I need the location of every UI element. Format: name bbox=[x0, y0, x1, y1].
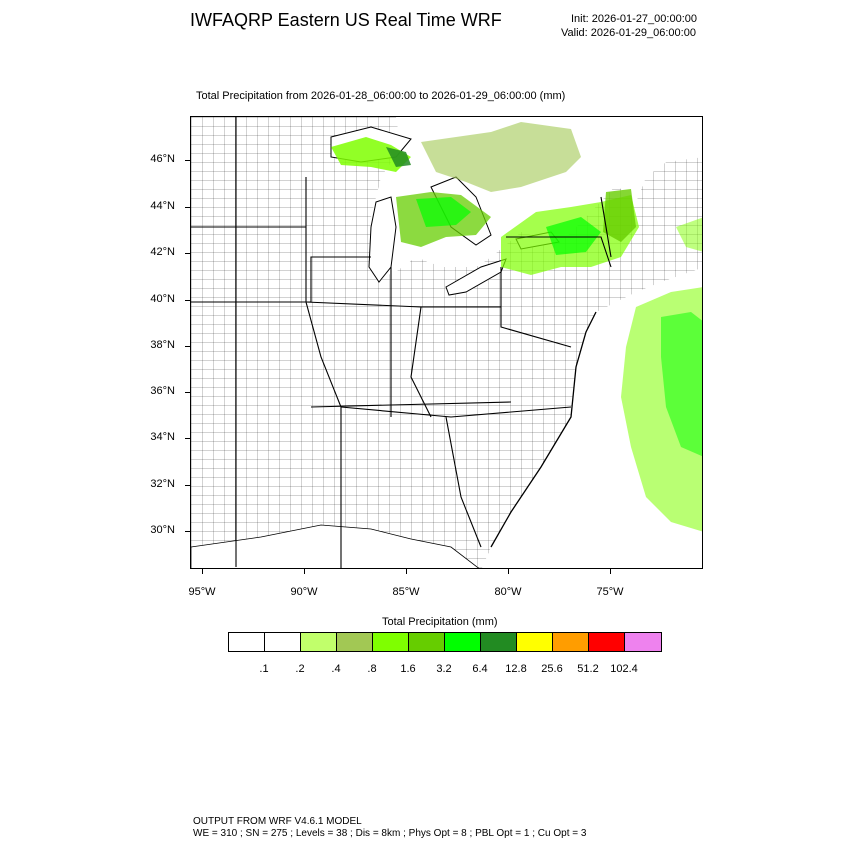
coastline bbox=[490, 311, 597, 548]
colorbar-swatch bbox=[553, 633, 589, 651]
precipitation-map bbox=[190, 116, 703, 569]
lat-tick bbox=[185, 438, 190, 439]
lon-tick bbox=[406, 569, 407, 574]
lat-label: 44°N bbox=[150, 200, 175, 212]
lat-label: 42°N bbox=[150, 246, 175, 258]
colorbar-label: 6.4 bbox=[472, 663, 488, 675]
lat-label: 38°N bbox=[150, 339, 175, 351]
precip-canada-band bbox=[421, 122, 581, 192]
colorbar-label: 12.8 bbox=[505, 663, 527, 675]
precip-new-york-core bbox=[546, 217, 601, 255]
colorbar-swatch bbox=[409, 633, 445, 651]
colorbar-swatch bbox=[373, 633, 409, 651]
colorbar-swatch bbox=[517, 633, 553, 651]
lon-tick bbox=[202, 569, 203, 574]
colorbar-label: 51.2 bbox=[577, 663, 599, 675]
lon-label: 95°W bbox=[188, 586, 216, 598]
lon-label: 85°W bbox=[392, 586, 420, 598]
colorbar-label: .1 bbox=[259, 663, 269, 675]
colorbar-swatch bbox=[481, 633, 517, 651]
map-graphic bbox=[191, 117, 702, 568]
colorbar-swatch bbox=[229, 633, 265, 651]
lat-tick bbox=[185, 300, 190, 301]
colorbar bbox=[228, 632, 662, 652]
colorbar-swatch bbox=[589, 633, 625, 651]
precip-upper-peninsula-core bbox=[386, 147, 411, 167]
lon-label: 90°W bbox=[290, 586, 318, 598]
lat-label: 30°N bbox=[150, 524, 175, 536]
valid-time: Valid: 2026-01-29_06:00:00 bbox=[561, 27, 696, 39]
lat-tick bbox=[185, 485, 190, 486]
lon-tick bbox=[508, 569, 509, 574]
lat-label: 36°N bbox=[150, 385, 175, 397]
precip-atlantic-core bbox=[661, 312, 702, 457]
lake-michigan bbox=[368, 196, 397, 283]
init-time: Init: 2026-01-27_00:00:00 bbox=[571, 13, 697, 25]
colorbar-swatch bbox=[301, 633, 337, 651]
lon-label: 75°W bbox=[596, 586, 624, 598]
colorbar-swatch bbox=[265, 633, 301, 651]
lat-tick bbox=[185, 207, 190, 208]
colorbar-swatch bbox=[625, 633, 661, 651]
lat-label: 46°N bbox=[150, 153, 175, 165]
lat-tick bbox=[185, 160, 190, 161]
precip-upper-peninsula bbox=[331, 137, 411, 172]
lon-tick bbox=[610, 569, 611, 574]
lat-label: 34°N bbox=[150, 431, 175, 443]
lat-tick bbox=[185, 392, 190, 393]
colorbar-label: .8 bbox=[367, 663, 377, 675]
lat-tick bbox=[185, 531, 190, 532]
model-info: OUTPUT FROM WRF V4.6.1 MODEL bbox=[193, 816, 362, 827]
precip-northern-michigan-core bbox=[416, 197, 471, 227]
colorbar-label: 102.4 bbox=[610, 663, 638, 675]
lat-tick bbox=[185, 346, 190, 347]
lon-label: 80°W bbox=[494, 586, 522, 598]
precip-east-coast-small bbox=[676, 217, 702, 252]
state-boundaries bbox=[191, 117, 612, 568]
colorbar-label: 1.6 bbox=[400, 663, 416, 675]
colorbar-label: .2 bbox=[295, 663, 305, 675]
lat-label: 32°N bbox=[150, 478, 175, 490]
colorbar-label: .4 bbox=[331, 663, 341, 675]
map-subtitle: Total Precipitation from 2026-01-28_06:0… bbox=[196, 90, 566, 102]
page-title: IWFAQRP Eastern US Real Time WRF bbox=[190, 10, 502, 30]
model-options: WE = 310 ; SN = 275 ; Levels = 38 ; Dis … bbox=[193, 828, 587, 839]
gulf-of-mexico bbox=[191, 524, 480, 568]
lon-tick bbox=[304, 569, 305, 574]
precip-vermont bbox=[603, 189, 636, 242]
lat-label: 40°N bbox=[150, 293, 175, 305]
colorbar-title: Total Precipitation (mm) bbox=[382, 616, 498, 628]
colorbar-label: 25.6 bbox=[541, 663, 563, 675]
lat-tick bbox=[185, 253, 190, 254]
colorbar-swatch bbox=[337, 633, 373, 651]
colorbar-label: 3.2 bbox=[436, 663, 452, 675]
colorbar-swatch bbox=[445, 633, 481, 651]
